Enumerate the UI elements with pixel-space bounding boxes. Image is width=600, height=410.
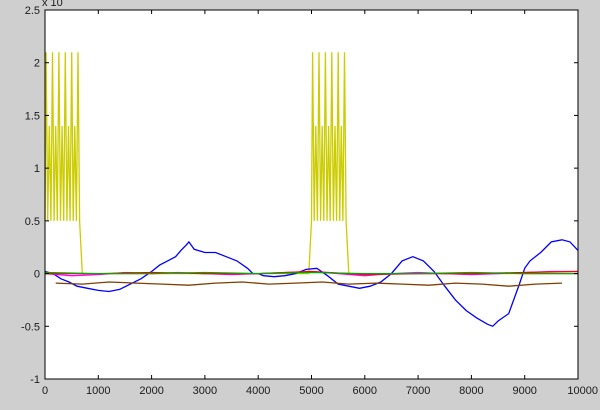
series-line-5 [55,281,563,287]
x-tick-label: 3000 [193,385,217,397]
x-tick-label: 1000 [86,385,110,397]
y-tick-label: 2.5 [25,5,40,17]
x-tick-label: 4000 [246,385,270,397]
series-line-6 [44,271,578,275]
x-tick-label: 2000 [139,385,163,397]
series-line-2 [44,239,579,328]
y-tick-label: 0 [34,269,40,281]
x-tick-label: 7000 [406,385,430,397]
y-tick-label: 2 [34,58,40,70]
y-tick-label: 1.5 [25,110,40,122]
y-tick-label: -0.5 [21,321,40,333]
series-line-1 [44,52,578,275]
y-tick-label: 0.5 [25,216,40,228]
x-tick-label: 10000 [567,385,598,397]
x-tick-label: 9000 [512,385,536,397]
y-axis: -1 -0.5 0 0.5 1 1.5 2 2.5 [21,5,578,386]
x-tick-label: 6000 [353,385,377,397]
x-axis: 0 1000 2000 3000 4000 5000 6000 7000 8000 9000 100… [42,10,598,397]
x-tick-label: 0 [42,385,48,397]
y-tick-label: 1 [34,163,40,175]
x-tick-label: 5000 [299,385,323,397]
exponent-label: x 10 [42,0,63,9]
series-layer [44,52,579,328]
y-tick-label: -1 [30,374,40,386]
x-tick-label: 8000 [459,385,483,397]
